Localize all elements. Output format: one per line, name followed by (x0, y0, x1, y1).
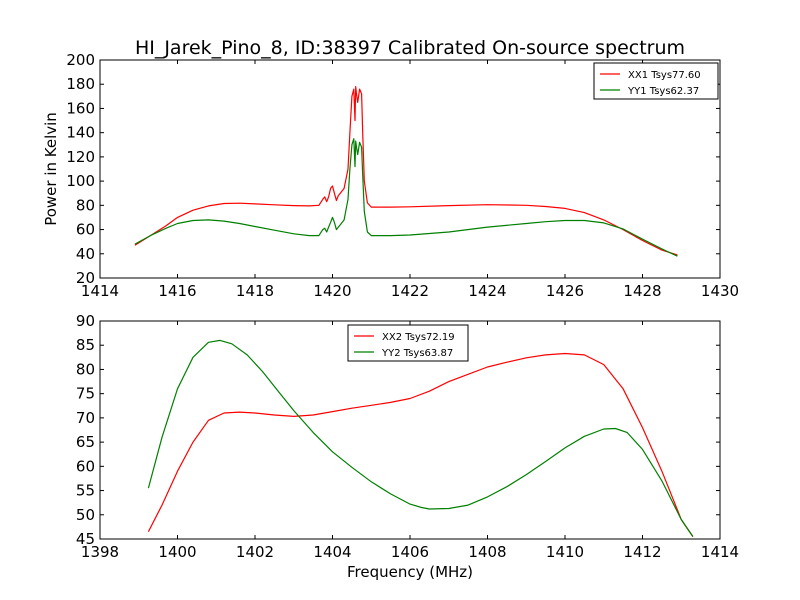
series-line-2-1 (147, 352, 694, 537)
legend-label: XX2 Tsys72.19 (382, 332, 455, 343)
legend-label: YY1 Tsys62.37 (627, 86, 699, 97)
x-tick-label: 1398 (81, 543, 119, 561)
x-tick-label: 1412 (623, 543, 661, 561)
y-tick-label: 60 (76, 221, 95, 239)
x-tick-label: 1400 (158, 543, 196, 561)
x-tick-label: 1414 (81, 282, 119, 300)
subplot-2: 1398 1400 1402 1404 1406 1408 1410 1412 1414 45 50… (76, 312, 739, 581)
y-tick-label: 65 (76, 433, 95, 451)
x-tick-label: 1414 (701, 543, 739, 561)
y-tick-label: 80 (76, 360, 95, 378)
x-tick-label: 1420 (313, 282, 351, 300)
legend-box (593, 62, 719, 100)
y-tick-label: 180 (66, 75, 95, 93)
subplot-1: 1414 1416 1418 1420 1422 1424 1426 1428 1430 20 40… (42, 51, 739, 300)
x-tick-label: 1402 (236, 543, 274, 561)
x-tick-label: 1416 (158, 282, 196, 300)
x-tick-label: 1422 (391, 282, 429, 300)
y-tick-label: 100 (66, 172, 95, 190)
x-tick-label: 1430 (701, 282, 739, 300)
y-tick-label: 50 (76, 506, 95, 524)
y-tick-label: 20 (76, 269, 95, 287)
y-axis-label: Power in Kelvin (42, 112, 60, 226)
y-tick-label: 200 (66, 51, 95, 69)
y-tick-label: 80 (76, 196, 95, 214)
legend-2: XX2 Tsys72.19 YY2 Tsys63.87 (347, 324, 469, 362)
y-tick-label: 90 (76, 312, 95, 330)
y-tick-label: 60 (76, 457, 95, 475)
x-tick-label: 1428 (623, 282, 661, 300)
y-tick-label: 45 (76, 530, 95, 548)
series-line-1-2 (134, 138, 678, 257)
x-tick-label: 1406 (391, 543, 429, 561)
legend-label: XX1 Tsys77.60 (628, 70, 701, 81)
legend-1: XX1 Tsys77.60 YY1 Tsys62.37 (593, 62, 719, 100)
x-tick-label: 1404 (313, 543, 351, 561)
plots-container: 1414 1416 1418 1420 1422 1424 1426 1428 1430 20 40… (42, 51, 739, 581)
y-tick-label: 75 (76, 385, 95, 403)
series-line-2-2 (147, 339, 694, 537)
y-tick-label: 160 (66, 99, 95, 117)
chart-title: HI_Jarek_Pino_8, ID:38397 Calibrated On-… (135, 37, 685, 59)
y-tick-label: 85 (76, 336, 95, 354)
series-line-1-1 (134, 85, 678, 256)
y-tick-label: 70 (76, 409, 95, 427)
x-tick-label: 1418 (236, 282, 274, 300)
x-tick-label: 1410 (546, 543, 584, 561)
x-tick-label: 1408 (468, 543, 506, 561)
y-tick-label: 55 (76, 482, 95, 500)
y-tick-label: 140 (66, 124, 95, 142)
y-tick-label: 120 (66, 148, 95, 166)
x-tick-label: 1424 (468, 282, 506, 300)
x-axis-label: Frequency (MHz) (347, 563, 473, 581)
x-tick-label: 1426 (546, 282, 584, 300)
y-tick-label: 40 (76, 245, 95, 263)
legend-label: YY2 Tsys63.87 (381, 348, 453, 359)
legend-box (347, 324, 469, 362)
